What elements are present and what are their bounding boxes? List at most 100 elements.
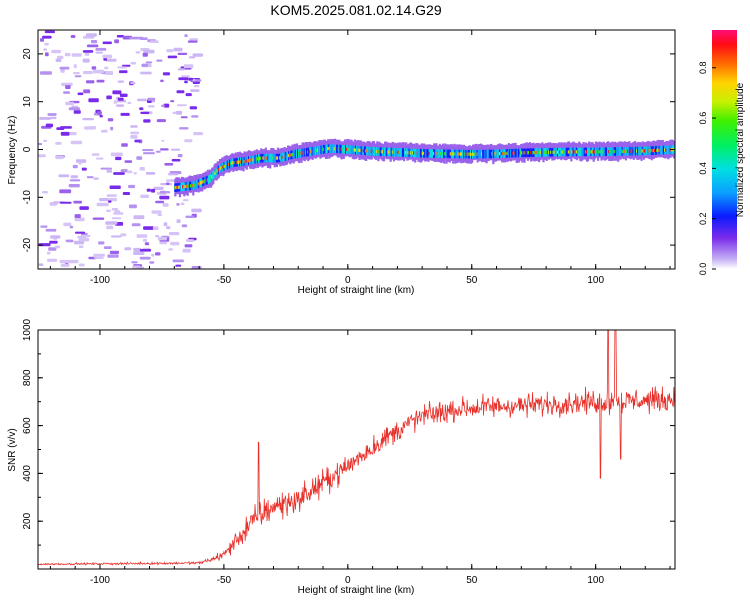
noise-blob — [68, 184, 80, 188]
noise-blob — [42, 35, 52, 39]
noise-blob — [145, 61, 153, 64]
noise-blob — [132, 36, 144, 40]
spectrogram-ylabel: Frequency (Hz) — [7, 116, 18, 185]
noise-blob — [168, 173, 178, 176]
ridge-core — [559, 150, 562, 154]
ridge-core — [568, 150, 571, 154]
noise-blob — [38, 154, 46, 158]
y-tick-label: 200 — [22, 512, 33, 529]
x-tick-label: -50 — [217, 575, 232, 586]
noise-blob — [72, 164, 78, 169]
noise-blob — [155, 200, 165, 204]
noise-blob — [176, 219, 181, 223]
noise-blob — [59, 189, 72, 194]
noise-blob — [164, 163, 174, 166]
ridge-body — [607, 147, 610, 156]
x-tick-label: -100 — [90, 275, 110, 286]
noise-blob — [192, 53, 203, 57]
noise-blob — [75, 231, 86, 234]
noise-blob — [103, 57, 107, 61]
noise-blob — [141, 63, 148, 67]
noise-blob — [47, 113, 57, 116]
ridge-core — [407, 151, 410, 155]
ridge-core — [534, 150, 537, 155]
x-tick-label: -50 — [217, 275, 232, 286]
noise-blob — [185, 249, 190, 252]
noise-blob — [191, 208, 202, 213]
noise-blob — [127, 101, 132, 105]
ridge-body — [371, 147, 374, 156]
ridge-body — [660, 145, 663, 155]
noise-blob — [63, 91, 70, 94]
ridge-body — [466, 149, 469, 159]
noise-blob — [184, 80, 188, 84]
noise-blob — [70, 175, 78, 179]
ridge-core — [206, 178, 209, 182]
noise-blob — [78, 161, 82, 165]
noise-blob — [106, 209, 111, 212]
noise-blob — [175, 264, 182, 267]
noise-blob — [166, 226, 171, 229]
noise-blob — [38, 143, 43, 146]
x-tick-label: 50 — [466, 575, 478, 586]
noise-blob — [189, 106, 197, 110]
ridge-body — [241, 157, 244, 166]
ridge-core — [276, 156, 280, 160]
noise-blob — [114, 210, 121, 214]
snr-series-line — [38, 330, 675, 566]
noise-blob — [73, 200, 82, 204]
colorbar-ticks: 0.0 0.2 0.4 0.6 0.8 — [698, 61, 716, 275]
noise-blob — [78, 245, 84, 249]
noise-blob — [39, 117, 51, 120]
noise-blob — [60, 263, 70, 267]
noise-blob — [121, 143, 128, 147]
ridge-core — [231, 161, 234, 165]
ridge-core — [421, 151, 425, 155]
noise-blob — [106, 95, 112, 100]
ridge-body — [611, 147, 614, 156]
noise-blob — [119, 93, 128, 97]
noise-blob — [86, 44, 99, 48]
noise-blob — [45, 228, 57, 232]
noise-blob — [73, 64, 77, 68]
ridge-core — [592, 150, 595, 154]
ridge-core — [187, 184, 190, 188]
noise-blob — [106, 225, 114, 230]
noise-blob — [113, 172, 125, 175]
ridge-body — [603, 147, 606, 156]
ridge-core — [481, 152, 484, 156]
ridge-core — [250, 158, 253, 162]
ridge-body — [655, 146, 658, 155]
noise-blob — [42, 191, 48, 194]
noise-blob — [130, 135, 138, 139]
noise-blob — [155, 150, 161, 153]
noise-blob — [159, 190, 166, 194]
ridge-body — [617, 147, 620, 156]
ridge-body — [400, 148, 403, 157]
noise-blob — [115, 156, 122, 161]
noise-blob — [145, 172, 156, 175]
noise-blob — [166, 49, 174, 53]
noise-blob — [151, 253, 155, 257]
noise-blob — [110, 152, 123, 157]
noise-blob — [89, 126, 97, 130]
noise-blob — [184, 244, 193, 248]
noise-blob — [101, 129, 108, 133]
noise-blob — [162, 203, 169, 207]
ridge-body — [320, 145, 323, 155]
noise-blob — [116, 104, 124, 107]
noise-blob — [108, 200, 112, 203]
ridge-core — [665, 148, 668, 152]
noise-blob — [163, 103, 170, 108]
ridge-body — [363, 146, 367, 155]
noise-blob — [168, 248, 173, 251]
colorbar: 0.0 0.2 0.4 0.6 0.8 Normalized spectral ampl… — [698, 30, 746, 275]
noise-blob — [184, 139, 193, 143]
noise-blob — [172, 259, 184, 263]
noise-blob — [92, 69, 104, 74]
noise-blob — [44, 42, 49, 46]
ridge-core — [473, 152, 476, 156]
noise-blob — [136, 266, 145, 269]
noise-blob — [157, 213, 162, 217]
